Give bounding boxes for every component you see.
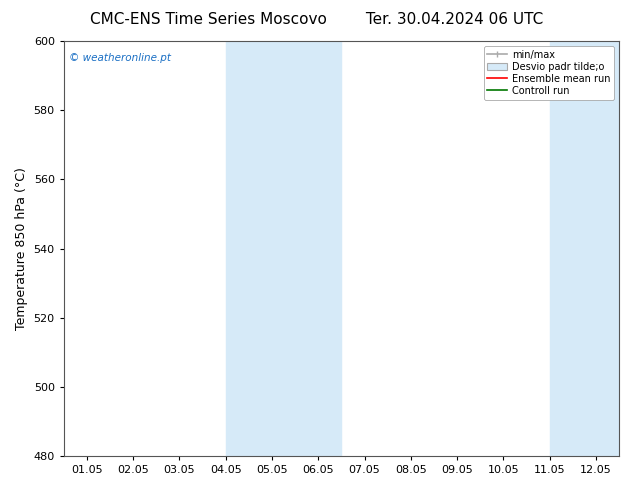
Bar <box>226 41 342 456</box>
Text: © weatheronline.pt: © weatheronline.pt <box>69 53 171 64</box>
Legend: min/max, Desvio padr tilde;o, Ensemble mean run, Controll run: min/max, Desvio padr tilde;o, Ensemble m… <box>484 46 614 99</box>
Text: CMC-ENS Time Series Moscovo        Ter. 30.04.2024 06 UTC: CMC-ENS Time Series Moscovo Ter. 30.04.2… <box>91 12 543 27</box>
Bar <box>550 41 634 456</box>
Y-axis label: Temperature 850 hPa (°C): Temperature 850 hPa (°C) <box>15 167 28 330</box>
